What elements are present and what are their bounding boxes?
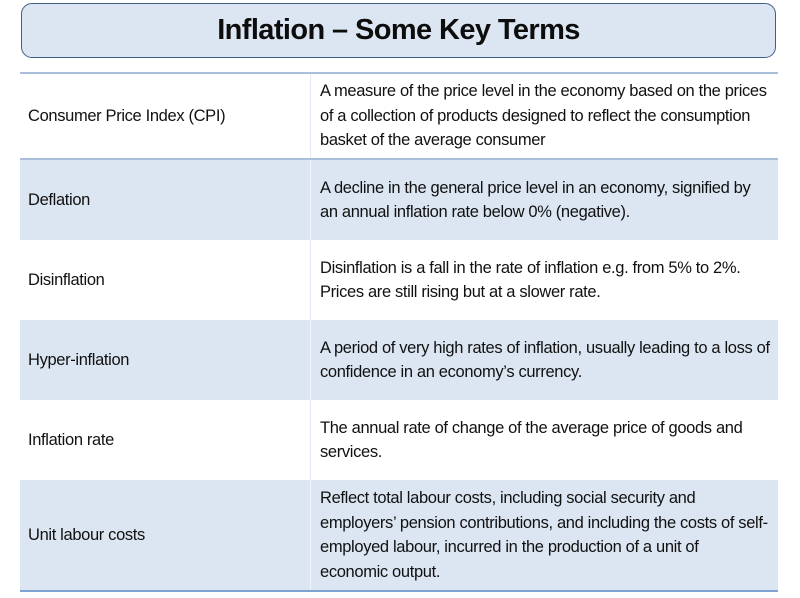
definition-cell: Reflect total labour costs, including so… bbox=[310, 480, 778, 591]
term-cell: Deflation bbox=[20, 159, 311, 240]
definition-cell: Disinflation is a fall in the rate of in… bbox=[310, 240, 778, 320]
term-cell: Inflation rate bbox=[28, 430, 114, 449]
title-banner: Inflation – Some Key Terms bbox=[21, 3, 776, 58]
definition-cell: The annual rate of change of the average… bbox=[310, 400, 778, 480]
term-cell: Unit labour costs bbox=[20, 480, 311, 591]
table-row: Unit labour costs Reflect total labour c… bbox=[20, 480, 778, 591]
page-title: Inflation – Some Key Terms bbox=[217, 14, 580, 46]
term-cell: Consumer Price Index (CPI) bbox=[20, 73, 311, 160]
table-row: Inflation rate The annual rate of change… bbox=[20, 400, 778, 480]
table-row: Hyper-inflation A period of very high ra… bbox=[20, 320, 778, 400]
term-cell: Disinflation bbox=[28, 270, 105, 289]
table-row: Consumer Price Index (CPI) A measure of … bbox=[20, 73, 778, 160]
definition-cell: A period of very high rates of inflation… bbox=[310, 320, 778, 400]
definition-cell: A decline in the general price level in … bbox=[310, 159, 778, 240]
table-row: Deflation A decline in the general price… bbox=[20, 159, 778, 240]
table-row: Disinflation Disinflation is a fall in t… bbox=[20, 240, 778, 320]
key-terms-table: Consumer Price Index (CPI) A measure of … bbox=[20, 72, 778, 592]
definition-cell: A measure of the price level in the econ… bbox=[310, 73, 778, 160]
term-cell: Hyper-inflation bbox=[20, 320, 311, 400]
